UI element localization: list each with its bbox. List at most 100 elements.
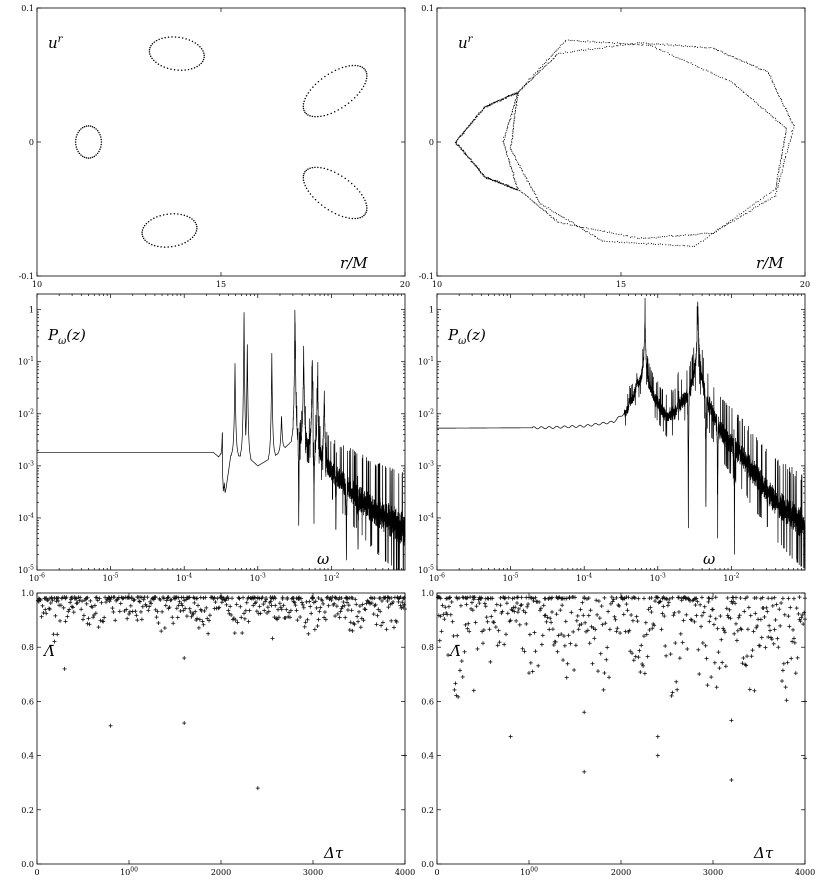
- poincare-point: [790, 135, 792, 137]
- poincare-point: [596, 237, 598, 239]
- poincare-point: [142, 227, 145, 229]
- lambda-point: [561, 633, 566, 638]
- lambda-point: [536, 663, 541, 668]
- lambda-point: [538, 606, 543, 611]
- poincare-point: [503, 142, 505, 144]
- poincare-point: [471, 122, 473, 124]
- y-tick-label: -0.1: [19, 272, 34, 281]
- poincare-point: [511, 150, 513, 152]
- lambda-point: [541, 603, 546, 608]
- lambda-point: [349, 608, 354, 613]
- poincare-point: [755, 201, 757, 203]
- lambda-point: [217, 605, 222, 610]
- poincare-point: [365, 72, 368, 75]
- poincare-point: [780, 156, 783, 158]
- poincare-point: [775, 119, 777, 121]
- poincare-point: [657, 43, 659, 45]
- poincare-point: [789, 140, 791, 142]
- poincare-point: [649, 43, 651, 45]
- lambda-point: [113, 618, 118, 623]
- poincare-point: [785, 129, 787, 131]
- poincare-point: [531, 77, 533, 79]
- lambda-point: [92, 612, 97, 617]
- poincare-point: [662, 43, 664, 45]
- poincare-point: [550, 214, 552, 217]
- lambda-point: [676, 595, 681, 600]
- lambda-point: [131, 598, 136, 603]
- lambda-point: [560, 603, 565, 608]
- poincare-point: [191, 218, 193, 220]
- poincare-point: [785, 127, 787, 129]
- lambda-point: [355, 614, 360, 619]
- lambda-point: [539, 642, 544, 647]
- poincare-point: [330, 112, 332, 115]
- lambda-point: [378, 609, 383, 614]
- lambda-point: [298, 615, 303, 620]
- poincare-point: [517, 94, 519, 96]
- poincare-point: [548, 57, 550, 59]
- poincare-point: [464, 152, 466, 154]
- lambda-point: [729, 718, 734, 723]
- poincare-point: [670, 244, 672, 246]
- lambda-point: [520, 646, 525, 651]
- poincare-point: [552, 53, 554, 55]
- poincare-point: [788, 143, 790, 145]
- poincare-point: [744, 213, 746, 215]
- poincare-point: [511, 108, 513, 110]
- poincare-point: [619, 42, 621, 44]
- poincare-point: [782, 146, 784, 148]
- lambda-point: [325, 595, 330, 600]
- lambda-point: [38, 598, 43, 603]
- poincare-point: [787, 147, 789, 149]
- poincare-point: [546, 207, 548, 209]
- poincare-point: [166, 213, 168, 215]
- poincare-point: [710, 233, 712, 235]
- poincare-point: [503, 140, 505, 142]
- poincare-point: [587, 48, 589, 50]
- poincare-point: [569, 221, 571, 223]
- lambda-point: [653, 599, 658, 604]
- lambda-point: [110, 606, 115, 611]
- lambda-point: [773, 617, 778, 622]
- lambda-point: [724, 606, 729, 611]
- x-tick-label: 2000: [611, 868, 631, 877]
- x-tick-label: 15: [216, 280, 226, 289]
- poincare-point: [75, 143, 77, 146]
- poincare-point: [503, 136, 505, 138]
- poincare-point: [659, 236, 661, 238]
- lambda-point: [236, 595, 241, 600]
- poincare-point: [77, 150, 79, 153]
- poincare-point: [592, 40, 594, 42]
- lambda-point: [293, 603, 298, 608]
- x-tick-label: 3000: [703, 868, 723, 877]
- lambda-point: [455, 596, 460, 601]
- poincare-point: [785, 134, 787, 136]
- poincare-point: [626, 241, 628, 243]
- poincare-point: [508, 185, 510, 187]
- poincare-point: [713, 47, 715, 49]
- poincare-point: [780, 98, 783, 100]
- lambda-point: [758, 617, 763, 622]
- poincare-point: [502, 98, 504, 101]
- poincare-point: [599, 47, 601, 49]
- poincare-point: [181, 243, 183, 245]
- lambda-point: [576, 627, 581, 632]
- lambda-point: [182, 598, 187, 603]
- poincare-point: [778, 96, 780, 98]
- poincare-point: [753, 64, 755, 66]
- poincare-point: [717, 75, 719, 77]
- poincare-point: [684, 45, 687, 47]
- lambda-point: [733, 601, 738, 606]
- poincare-point: [766, 70, 768, 72]
- poincare-point: [500, 100, 502, 102]
- poincare-point: [562, 223, 564, 225]
- poincare-point: [511, 110, 514, 112]
- lambda-point: [731, 599, 736, 604]
- poincare-point: [526, 196, 529, 198]
- lambda-point: [270, 636, 275, 641]
- poincare-point: [571, 221, 573, 223]
- lambda-point: [748, 613, 753, 618]
- lambda-point: [262, 608, 267, 613]
- poincare-point: [533, 201, 535, 203]
- poincare-point: [668, 53, 671, 56]
